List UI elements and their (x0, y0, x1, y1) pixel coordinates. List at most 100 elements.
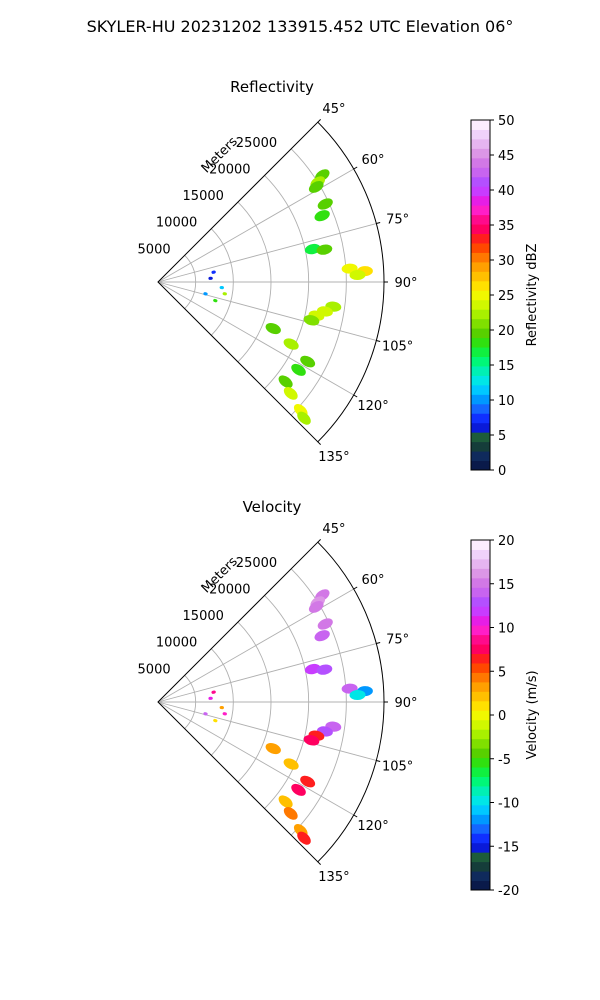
range-tick-label: 5000 (138, 662, 171, 677)
colorbar-segment (471, 129, 490, 140)
colorbar-segment (471, 242, 490, 253)
echo-gate (283, 338, 299, 350)
colorbar-segment (471, 672, 490, 683)
echo-gate (278, 375, 293, 389)
colorbar-segment (471, 644, 490, 655)
colorbar-segment (471, 299, 490, 310)
echo-gate (219, 285, 224, 290)
echo-gate (291, 783, 306, 796)
echo-gate (278, 795, 293, 809)
echo-gate (211, 690, 216, 694)
colorbar-segment (471, 375, 490, 386)
panel-title: Reflectivity (230, 78, 314, 96)
azimuth-tick (376, 760, 381, 763)
colorbar-segment (471, 233, 490, 244)
colorbar-tick-label: 10 (498, 622, 515, 637)
colorbar-tick-label: 5 (498, 665, 506, 680)
colorbar-segment (471, 748, 490, 759)
colorbar-segment (471, 880, 490, 891)
colorbar-segment (471, 540, 490, 550)
colorbar-segment (471, 224, 490, 235)
echo-gate (291, 363, 306, 376)
range-tick-label: 10000 (156, 216, 197, 231)
azimuth-tick-label: 120° (357, 819, 388, 834)
echo-gate (211, 270, 216, 274)
azimuth-tick-label: 135° (318, 450, 349, 465)
colorbar-tick-label: 15 (498, 359, 515, 374)
echo-gate (222, 712, 227, 716)
azimuth-tick (317, 539, 321, 543)
azimuth-tick (353, 586, 358, 590)
azimuth-tick (317, 861, 321, 865)
azimuth-tick-label: 75° (386, 632, 409, 647)
echo-gate (300, 775, 316, 788)
azimuth-gridline (157, 643, 377, 703)
echo-gate (208, 276, 213, 280)
colorbar-segment (471, 356, 490, 367)
echo-gate (308, 180, 324, 193)
azimuth-tick (353, 394, 358, 398)
colorbar-tick-label: 30 (498, 254, 515, 269)
velocity-panel: Velocity 45° 60° 75° 90° 105° 120° 135° 5000 1000… (138, 498, 540, 899)
range-tick-label: 15000 (183, 609, 224, 624)
colorbar-tick-label: 35 (498, 219, 515, 234)
azimuth-tick (353, 166, 358, 170)
colorbar-segment (471, 176, 490, 187)
colorbar-segment (471, 861, 490, 872)
echo-gate (283, 386, 298, 400)
colorbar-tick-label: 5 (498, 429, 506, 444)
figure-title: SKYLER-HU 20231202 133915.452 UTC Elevat… (87, 17, 514, 36)
colorbar-segment (471, 271, 490, 282)
colorbar-segment (471, 558, 490, 569)
echo-gate (349, 270, 366, 281)
azimuth-tick-label: 45° (322, 522, 345, 537)
echo-gate (300, 355, 316, 368)
colorbar-segment (471, 394, 490, 405)
colorbar-segment (471, 795, 490, 806)
echo-gate (317, 618, 333, 630)
colorbar-tick-label: 15 (498, 578, 515, 593)
echo-gate (265, 743, 281, 755)
colorbar-segment (471, 719, 490, 730)
echo-gate (222, 292, 227, 296)
colorbar-segment (471, 195, 490, 206)
azimuth-tick-label: 105° (382, 760, 413, 775)
colorbar-segment (471, 403, 490, 414)
colorbar-segment (471, 700, 490, 711)
echo-gate (213, 718, 218, 723)
azimuth-gridline (157, 281, 377, 341)
azimuth-tick-label: 120° (357, 399, 388, 414)
azimuth-tick-label: 105° (382, 340, 413, 355)
colorbar-segment (471, 596, 490, 607)
colorbar-tick-label: 45 (498, 149, 515, 164)
colorbar-tick-label: -10 (498, 797, 519, 812)
colorbar-label: Reflectivity dBZ (525, 244, 540, 347)
colorbar-segment (471, 549, 490, 560)
azimuth-tick-label: 60° (362, 153, 385, 168)
echo-gate (308, 600, 324, 613)
echo-gate (283, 806, 298, 820)
echo-gate (297, 831, 311, 845)
colorbar-segment (471, 662, 490, 673)
colorbar-segment (471, 691, 490, 702)
echo-gate (314, 630, 330, 642)
azimuth-gridline (157, 701, 377, 761)
echo-gate (303, 735, 320, 746)
colorbar-segment (471, 653, 490, 664)
colorbar-segment (471, 606, 490, 617)
colorbar-segment (471, 577, 490, 588)
colorbar-segment (471, 814, 490, 825)
colorbar-segment (471, 451, 490, 462)
colorbar-segment (471, 309, 490, 320)
reflectivity-panel: Reflectivity 45° 60° 75° 90° 105° 120° 135° 5000… (138, 78, 540, 479)
colorbar-segment (471, 384, 490, 395)
colorbar-segment (471, 738, 490, 749)
sector-outline (157, 121, 385, 443)
range-tick-label: 20000 (209, 162, 250, 177)
colorbar-segment (471, 804, 490, 815)
colorbar-segment (471, 337, 490, 348)
azimuth-tick-label: 90° (394, 276, 417, 291)
colorbar-segment (471, 767, 490, 777)
range-tick-label: 10000 (156, 636, 197, 651)
